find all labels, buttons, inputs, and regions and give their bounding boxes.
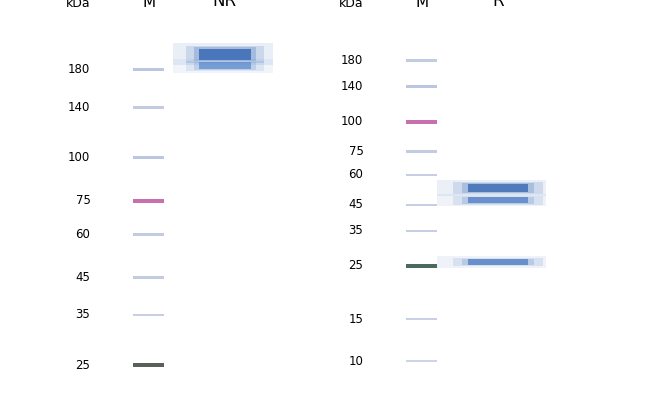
Text: 25: 25: [348, 260, 363, 272]
Bar: [452, 196, 543, 205]
Bar: [194, 47, 255, 61]
Bar: [133, 363, 164, 367]
Bar: [133, 156, 164, 159]
Text: 25: 25: [75, 359, 90, 372]
Bar: [467, 184, 528, 192]
Bar: [133, 106, 164, 109]
Text: 10: 10: [348, 355, 363, 368]
Bar: [462, 258, 534, 265]
Bar: [406, 120, 437, 124]
Text: 140: 140: [68, 101, 90, 114]
Text: 35: 35: [348, 225, 363, 238]
Text: 100: 100: [68, 151, 90, 164]
Bar: [133, 314, 164, 316]
Text: kDa: kDa: [339, 0, 363, 10]
Bar: [406, 264, 437, 268]
Text: 45: 45: [75, 271, 90, 284]
Bar: [406, 203, 437, 206]
Bar: [406, 318, 437, 320]
Bar: [406, 173, 437, 176]
Bar: [437, 180, 558, 196]
Text: 180: 180: [341, 54, 363, 67]
Bar: [133, 69, 164, 72]
Text: 35: 35: [75, 308, 90, 322]
Bar: [406, 85, 437, 89]
Bar: [406, 59, 437, 62]
Bar: [133, 199, 164, 203]
Text: M: M: [415, 0, 428, 10]
Bar: [194, 62, 255, 70]
Text: 60: 60: [75, 228, 90, 241]
Text: 75: 75: [75, 194, 90, 208]
Bar: [452, 258, 543, 266]
Text: 180: 180: [68, 64, 90, 77]
Bar: [133, 233, 164, 235]
Bar: [199, 49, 251, 60]
Text: M: M: [142, 0, 155, 10]
Bar: [437, 194, 558, 206]
Text: 15: 15: [348, 312, 363, 326]
Bar: [437, 256, 558, 267]
Bar: [173, 43, 276, 65]
Bar: [173, 59, 276, 73]
Bar: [406, 230, 437, 232]
Bar: [467, 259, 528, 265]
Text: 140: 140: [341, 80, 363, 94]
Bar: [462, 183, 534, 193]
Bar: [452, 182, 543, 194]
Bar: [462, 197, 534, 204]
Text: 75: 75: [348, 145, 363, 158]
Bar: [186, 61, 263, 71]
Bar: [406, 360, 437, 362]
Text: R: R: [492, 0, 504, 10]
Bar: [186, 46, 263, 63]
Text: kDa: kDa: [66, 0, 90, 10]
Bar: [467, 197, 528, 203]
Text: NR: NR: [213, 0, 237, 10]
Bar: [199, 62, 251, 69]
Text: 60: 60: [348, 168, 363, 181]
Bar: [406, 151, 437, 153]
Text: 45: 45: [348, 198, 363, 211]
Bar: [133, 276, 164, 279]
Text: 100: 100: [341, 115, 363, 129]
